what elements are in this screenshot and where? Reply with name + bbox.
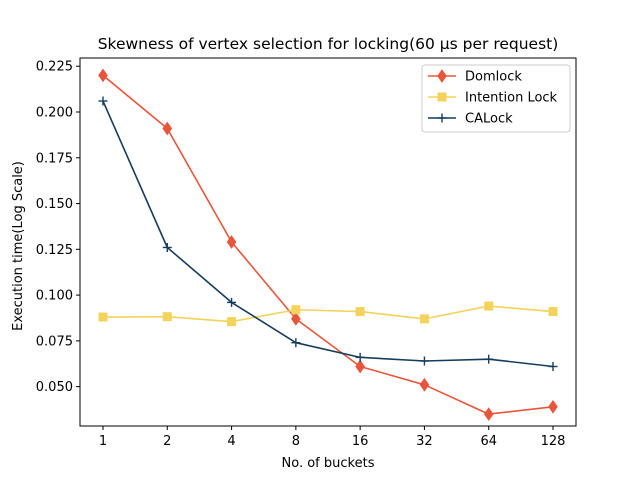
legend-item: CALock bbox=[428, 112, 513, 127]
data-point bbox=[355, 359, 365, 374]
data-point bbox=[355, 307, 365, 317]
series-line bbox=[102, 100, 554, 368]
x-tick-label: 128 bbox=[541, 434, 566, 449]
x-tick-label: 32 bbox=[416, 434, 433, 449]
legend-marker bbox=[437, 69, 447, 83]
data-point bbox=[483, 407, 494, 421]
data-point bbox=[548, 361, 558, 371]
legend-item: Intention Lock bbox=[428, 91, 558, 106]
data-point bbox=[484, 301, 494, 311]
legend-marker bbox=[437, 113, 447, 123]
data-point bbox=[227, 317, 237, 327]
y-tick-label: 0.200 bbox=[36, 106, 73, 121]
x-tick-label: 2 bbox=[163, 434, 171, 449]
y-tick-label: 0.075 bbox=[36, 334, 73, 349]
data-point bbox=[419, 377, 430, 392]
data-point bbox=[548, 399, 558, 414]
y-tick-label: 0.175 bbox=[36, 151, 73, 166]
data-point bbox=[162, 242, 172, 252]
y-tick-label: 0.125 bbox=[36, 243, 73, 258]
y-tick-label: 0.150 bbox=[36, 197, 73, 212]
data-point bbox=[548, 307, 558, 317]
series-domlock bbox=[98, 68, 558, 421]
data-point bbox=[226, 235, 237, 249]
data-point bbox=[291, 312, 301, 326]
data-point bbox=[484, 354, 494, 364]
data-point bbox=[291, 338, 301, 348]
y-tick-label: 0.050 bbox=[36, 380, 73, 395]
data-point bbox=[227, 297, 237, 307]
data-point bbox=[162, 312, 172, 322]
legend-label: Intention Lock bbox=[465, 91, 558, 106]
series-calock bbox=[98, 96, 558, 371]
legend-label: CALock bbox=[465, 112, 513, 127]
data-point bbox=[419, 314, 429, 324]
series-intention-lock bbox=[98, 301, 558, 327]
data-point bbox=[98, 96, 108, 106]
data-point bbox=[291, 305, 301, 315]
legend-item: Domlock bbox=[428, 69, 522, 85]
y-axis: 0.050 0.075 0.100 0.125 0.150 0.175 0.200 0.225 bbox=[36, 60, 80, 395]
x-tick-label: 8 bbox=[292, 434, 300, 449]
x-tick-label: 4 bbox=[227, 434, 235, 449]
legend-box bbox=[421, 64, 571, 133]
x-axis: 1 2 4 8 16 32 64 128 bbox=[99, 426, 566, 449]
legend-label: Domlock bbox=[465, 70, 522, 85]
data-point bbox=[419, 356, 429, 366]
x-tick-label: 64 bbox=[480, 434, 497, 449]
series-line bbox=[102, 305, 554, 323]
data-point bbox=[355, 352, 365, 362]
legend: Domlock Intention Lock CALock bbox=[421, 64, 571, 133]
plot-area bbox=[98, 68, 558, 421]
x-tick-label: 16 bbox=[352, 434, 369, 449]
series-line bbox=[102, 74, 554, 415]
x-axis-label: No. of buckets bbox=[282, 456, 375, 471]
data-point bbox=[162, 121, 173, 136]
legend-marker bbox=[437, 92, 447, 102]
y-axis-label: Execution time(Log Scale) bbox=[11, 161, 26, 331]
chart-title: Skewness of vertex selection for locking… bbox=[98, 35, 559, 53]
x-tick-label: 1 bbox=[99, 434, 107, 449]
data-point bbox=[98, 312, 108, 322]
y-tick-label: 0.225 bbox=[36, 60, 73, 75]
y-tick-label: 0.100 bbox=[36, 289, 73, 304]
data-point bbox=[98, 68, 108, 83]
plot-frame bbox=[79, 57, 577, 427]
